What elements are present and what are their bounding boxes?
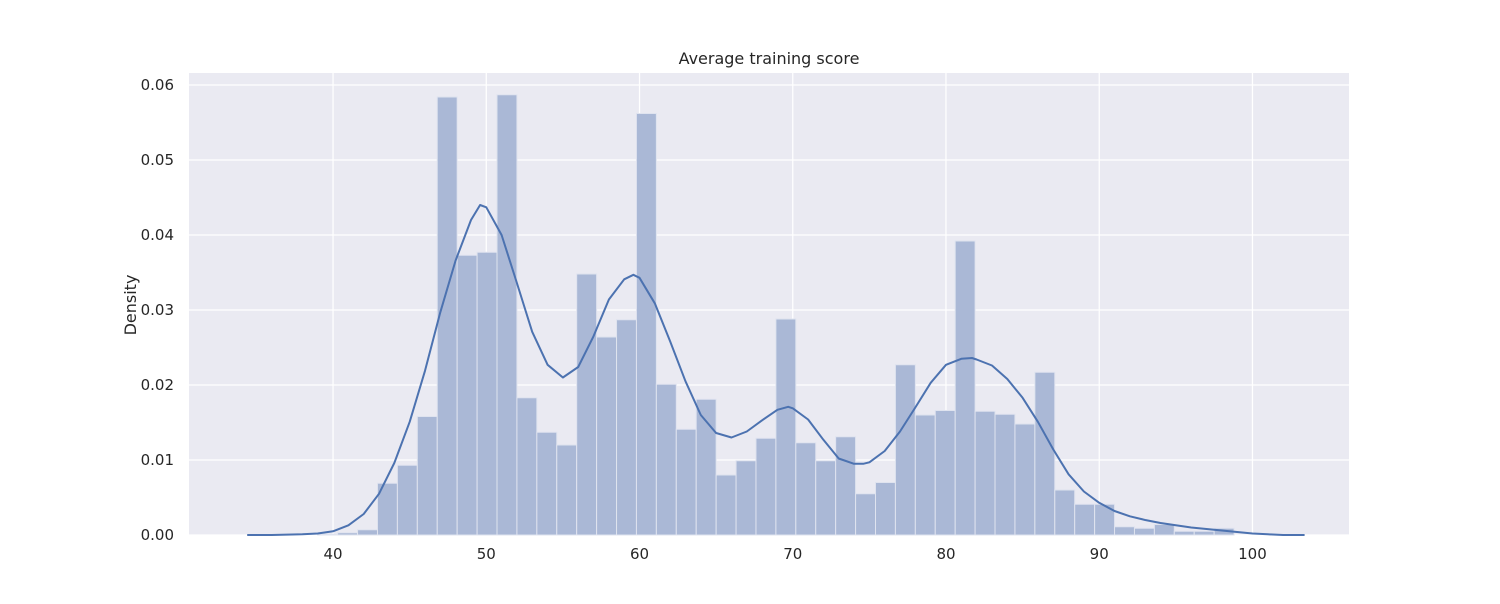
kde-line — [247, 204, 1305, 536]
histogram-bar — [755, 437, 777, 536]
histogram-bar — [1133, 527, 1155, 536]
histogram-bar — [795, 442, 817, 536]
histogram-bar — [1114, 526, 1135, 536]
histogram-bar — [616, 319, 637, 536]
histogram-bar — [1034, 371, 1056, 536]
histogram-bar — [1054, 489, 1076, 536]
histogram-bar — [357, 529, 378, 536]
histogram-bar — [396, 464, 418, 536]
y-tick-label: 0.01 — [141, 451, 174, 469]
y-tick-label: 0.05 — [141, 151, 174, 169]
histogram-bar — [1153, 524, 1175, 536]
histogram-bar — [715, 474, 737, 536]
x-tick-label: 80 — [936, 545, 955, 563]
histogram-bar — [1094, 503, 1116, 536]
histogram-bar — [974, 410, 996, 536]
histogram-bar — [1014, 423, 1036, 536]
histogram-bar — [655, 383, 677, 536]
histogram-bar — [855, 493, 876, 536]
histogram-bar — [954, 240, 976, 536]
histogram-bar — [934, 410, 956, 536]
histogram-bar — [1074, 503, 1096, 536]
x-tick-label: 40 — [323, 545, 342, 563]
histogram-bar — [1173, 530, 1195, 536]
x-tick-label: 60 — [630, 545, 649, 563]
histogram-bar — [516, 397, 538, 536]
histogram-bar — [775, 318, 797, 536]
histogram-bar — [496, 94, 518, 536]
y-tick-label: 0.00 — [141, 526, 174, 544]
y-tick-label: 0.03 — [141, 301, 174, 319]
histogram-bar — [317, 533, 339, 536]
histogram-bar — [735, 460, 757, 536]
histogram-bar — [536, 431, 558, 536]
x-tick-label: 70 — [783, 545, 802, 563]
y-tick-label: 0.06 — [141, 76, 174, 94]
chart-title: Average training score — [679, 49, 860, 68]
x-tick-label: 100 — [1238, 545, 1267, 563]
histogram-bar — [1193, 530, 1215, 536]
histogram-bar — [894, 364, 916, 536]
x-tick-label: 90 — [1090, 545, 1109, 563]
histogram-bar — [835, 436, 857, 536]
y-tick-label: 0.04 — [141, 226, 174, 244]
histogram-bar — [675, 428, 697, 536]
histogram-bar — [576, 273, 598, 536]
histogram-bar — [914, 414, 936, 536]
histogram-bar — [456, 254, 478, 536]
y-axis-label: Density — [121, 275, 140, 336]
histogram-bar — [695, 398, 717, 536]
histogram-bar — [596, 336, 618, 536]
x-tick-label: 50 — [477, 545, 496, 563]
histogram-bar — [337, 532, 359, 536]
histogram-bar — [994, 413, 1016, 536]
histogram-bar — [416, 416, 438, 536]
histogram-bar — [874, 482, 896, 536]
histogram-bar — [815, 460, 837, 536]
histogram-bar — [556, 444, 578, 536]
histogram-bar — [476, 251, 498, 536]
y-tick-label: 0.02 — [141, 376, 174, 394]
histogram-bar — [635, 113, 657, 536]
